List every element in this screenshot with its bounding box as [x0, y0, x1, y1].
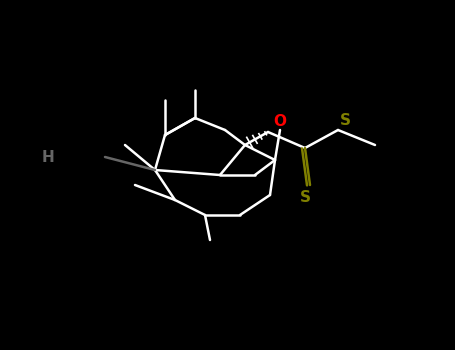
Text: S: S	[299, 190, 310, 205]
Text: H: H	[41, 149, 55, 164]
Text: O: O	[273, 114, 286, 129]
Text: S: S	[340, 113, 351, 128]
